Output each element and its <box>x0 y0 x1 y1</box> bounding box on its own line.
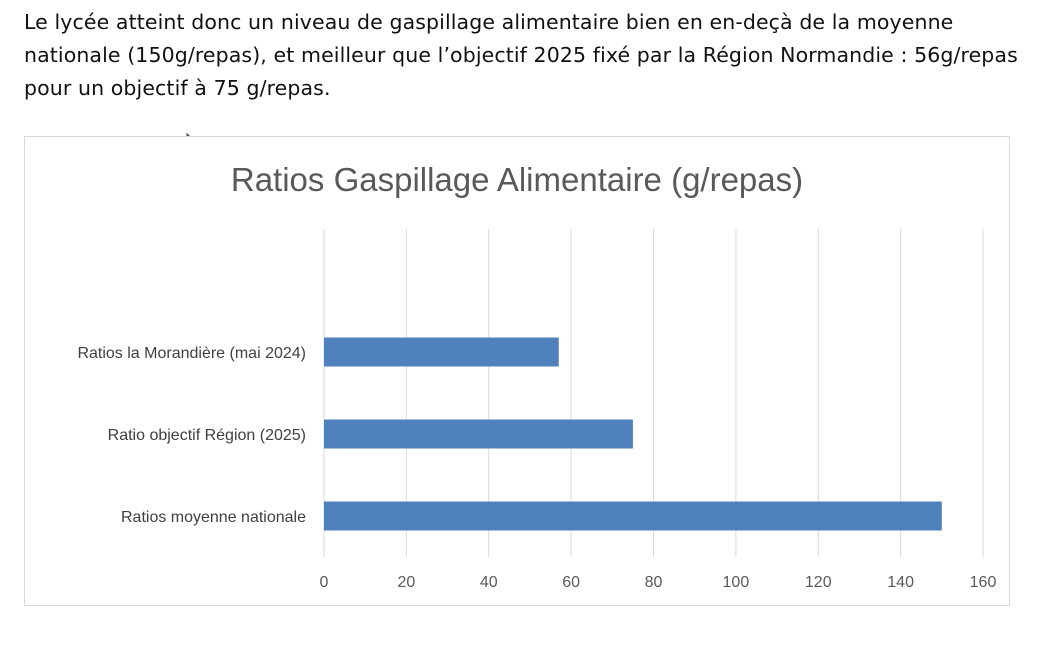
x-tick-label: 60 <box>562 574 580 591</box>
category-labels: Ratios la Morandière (mai 2024) Ratio obj… <box>77 345 306 526</box>
x-tick-label: 120 <box>805 574 832 591</box>
bar-chart: Ratios Gaspillage Alimentaire (g/repas) … <box>77 161 997 591</box>
bar <box>324 501 942 531</box>
category-label: Ratios la Morandière (mai 2024) <box>77 345 306 362</box>
x-tick-label: 20 <box>397 574 415 591</box>
x-tick-label: 80 <box>645 574 663 591</box>
x-tick-label: 40 <box>480 574 498 591</box>
x-tick-label: 140 <box>887 574 914 591</box>
intro-paragraph: Le lycée atteint donc un niveau de gaspi… <box>24 10 1018 100</box>
category-label: Ratio objectif Région (2025) <box>108 427 306 444</box>
x-tick-label: 100 <box>723 574 750 591</box>
chart-container: Ratios Gaspillage Alimentaire (g/repas) … <box>24 136 1010 606</box>
bars <box>324 337 942 531</box>
x-axis-tick-labels: 0 20 40 60 80 100 120 140 160 <box>320 574 997 591</box>
bar <box>324 419 633 449</box>
x-tick-label: 0 <box>320 574 329 591</box>
chart-title: Ratios Gaspillage Alimentaire (g/repas) <box>231 161 803 198</box>
x-tick-label: 160 <box>970 574 997 591</box>
bar <box>324 337 559 367</box>
category-label: Ratios moyenne nationale <box>121 509 306 526</box>
